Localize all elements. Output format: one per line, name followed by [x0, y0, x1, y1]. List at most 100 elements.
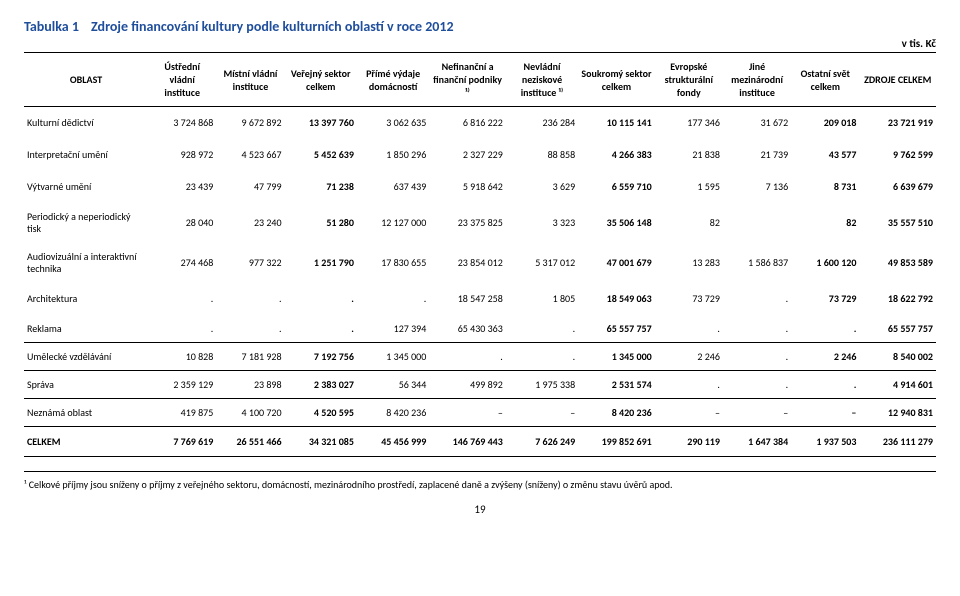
cell: 13 397 760	[285, 107, 357, 139]
cell: 637 439	[357, 171, 429, 203]
cell: 71 238	[285, 171, 357, 203]
cell: 3 062 635	[357, 107, 429, 139]
cell: 1 345 000	[578, 343, 655, 371]
col-header: Přímé výdaje domácností	[357, 53, 429, 107]
cell: .	[506, 343, 578, 371]
col-header: OBLAST	[24, 53, 148, 107]
cell: 1 850 296	[357, 139, 429, 171]
table-row: Architektura....18 547 2581 80518 549 06…	[24, 283, 936, 315]
col-header: Ústřední vládní instituce	[148, 53, 216, 107]
col-header: Veřejný sektor celkem	[285, 53, 357, 107]
footnote: ¹ Celkové příjmy jsou sníženy o příjmy z…	[24, 471, 936, 491]
cell: 1 345 000	[357, 343, 429, 371]
row-label: Architektura	[24, 283, 148, 315]
cell: 4 266 383	[578, 139, 655, 171]
cell	[723, 203, 791, 243]
cell: .	[429, 343, 506, 371]
unit-label: v tis. Kč	[24, 37, 936, 50]
cell: 73 729	[655, 283, 723, 315]
cell: 12 940 831	[859, 399, 936, 427]
col-header: Evropské strukturální fondy	[655, 53, 723, 107]
cell: 43 577	[791, 139, 859, 171]
cell: 47 799	[216, 171, 284, 203]
cell: 47 001 679	[578, 243, 655, 283]
cell: 8 420 236	[578, 399, 655, 427]
cell: 274 468	[148, 243, 216, 283]
col-header: Nefinanční a finanční podniky ¹⁾	[429, 53, 506, 107]
cell: 236 284	[506, 107, 578, 139]
cell: 17 830 655	[357, 243, 429, 283]
cell: .	[357, 283, 429, 315]
cell: 6 559 710	[578, 171, 655, 203]
cell: .	[216, 315, 284, 343]
row-label: Výtvarné umění	[24, 171, 148, 203]
cell: 1 647 384	[723, 427, 791, 457]
cell: 127 394	[357, 315, 429, 343]
cell: 1 600 120	[791, 243, 859, 283]
table-label: Tabulka 1	[24, 18, 79, 35]
cell: 23 240	[216, 203, 284, 243]
cell: 7 181 928	[216, 343, 284, 371]
cell: 1 975 338	[506, 371, 578, 399]
cell: .	[723, 343, 791, 371]
cell: 177 346	[655, 107, 723, 139]
cell: 88 858	[506, 139, 578, 171]
cell: 5 918 642	[429, 171, 506, 203]
col-header: Nevládní neziskové instituce ¹⁾	[506, 53, 578, 107]
cell: 23 439	[148, 171, 216, 203]
cell: .	[285, 283, 357, 315]
cell: 8 731	[791, 171, 859, 203]
cell: –	[429, 399, 506, 427]
cell: 290 119	[655, 427, 723, 457]
page-number: 19	[24, 503, 936, 516]
cell: 23 898	[216, 371, 284, 399]
cell: 9 672 892	[216, 107, 284, 139]
table-title: Zdroje financování kultury podle kulturn…	[91, 18, 454, 35]
cell: 9 762 599	[859, 139, 936, 171]
cell: 49 853 589	[859, 243, 936, 283]
cell: .	[723, 283, 791, 315]
cell: .	[791, 315, 859, 343]
cell: 21 838	[655, 139, 723, 171]
row-label: Interpretační umění	[24, 139, 148, 171]
cell: 1 595	[655, 171, 723, 203]
row-label: Reklama	[24, 315, 148, 343]
row-label: Audiovizuální a interaktivní technika	[24, 243, 148, 283]
cell: 2 531 574	[578, 371, 655, 399]
table-row: Neznámá oblast419 8754 100 7204 520 5958…	[24, 399, 936, 427]
cell: 28 040	[148, 203, 216, 243]
cell: 23 375 825	[429, 203, 506, 243]
cell: 7 136	[723, 171, 791, 203]
cell: 977 322	[216, 243, 284, 283]
cell: 10 828	[148, 343, 216, 371]
cell: 4 100 720	[216, 399, 284, 427]
cell: 65 557 757	[859, 315, 936, 343]
table-row: CELKEM7 769 61926 551 46634 321 08545 45…	[24, 427, 936, 457]
cell: 2 246	[791, 343, 859, 371]
cell: 82	[655, 203, 723, 243]
cell: .	[791, 371, 859, 399]
cell: 34 321 085	[285, 427, 357, 457]
cell: 26 551 466	[216, 427, 284, 457]
cell: .	[148, 315, 216, 343]
cell: 51 280	[285, 203, 357, 243]
cell: .	[723, 315, 791, 343]
cell: 146 769 443	[429, 427, 506, 457]
cell: 8 420 236	[357, 399, 429, 427]
row-label: Periodický a neperiodický tisk	[24, 203, 148, 243]
cell: .	[723, 371, 791, 399]
cell: 4 520 595	[285, 399, 357, 427]
cell: 23 854 012	[429, 243, 506, 283]
row-label: Kulturní dědictví	[24, 107, 148, 139]
cell: 45 456 999	[357, 427, 429, 457]
cell: –	[723, 399, 791, 427]
cell: .	[148, 283, 216, 315]
cell: 21 739	[723, 139, 791, 171]
cell: 35 557 510	[859, 203, 936, 243]
cell: 1 805	[506, 283, 578, 315]
row-label: Správa	[24, 371, 148, 399]
cell: 12 127 000	[357, 203, 429, 243]
cell: 2 246	[655, 343, 723, 371]
cell: 3 724 868	[148, 107, 216, 139]
cell: –	[506, 399, 578, 427]
